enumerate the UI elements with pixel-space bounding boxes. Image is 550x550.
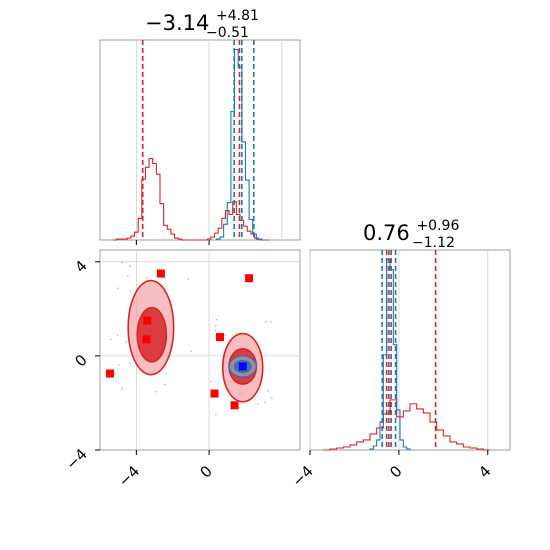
sample-dot: [271, 397, 273, 399]
x-tick-label: 0: [196, 462, 215, 481]
sample-dot: [110, 338, 112, 341]
sample-dot: [127, 275, 129, 277]
sample-dot: [121, 387, 124, 390]
red-marker: [216, 333, 224, 342]
x-tick-label: 4: [475, 462, 494, 481]
sample-dot: [125, 341, 127, 343]
histogram-step-series-1: [369, 258, 411, 450]
sample-dot: [116, 334, 119, 336]
sample-dot: [215, 413, 217, 416]
sample-dot: [224, 334, 227, 337]
y-tick-label: −4: [62, 445, 90, 473]
marginal-x2-title-upper: +0.96: [416, 218, 459, 234]
sample-dot: [117, 287, 119, 289]
marginal-x1-title-upper: +4.81: [216, 8, 259, 24]
marginal-x2-plot-area: [323, 250, 490, 451]
marginal-x1-title-value: −3.14: [145, 11, 209, 35]
sample-dot: [228, 339, 230, 341]
sample-dot: [163, 383, 166, 386]
marginal-x1-grid: [135, 40, 283, 240]
sample-dot: [214, 329, 217, 332]
sample-dot: [129, 265, 132, 268]
sample-dot: [121, 261, 123, 264]
y-tick-label: 0: [71, 351, 90, 370]
scatter-x1-x2-panel: [99, 249, 301, 451]
red-marker: [245, 274, 254, 283]
scatter-grid: [100, 250, 300, 450]
sample-dot: [238, 406, 241, 409]
marginal-x2-title-value: 0.76: [363, 221, 410, 245]
sample-dot: [267, 389, 269, 392]
x-tick-label: −4: [115, 462, 143, 490]
marginal-x2-frame: [309, 249, 511, 451]
x-tick-label: −4: [288, 462, 316, 490]
histogram-step-series-0: [112, 157, 270, 241]
scatter-plot-area: [106, 261, 273, 416]
sample-dot: [146, 276, 148, 279]
sample-dot: [215, 325, 217, 327]
histogram-step-series-1: [215, 48, 264, 241]
axis-ticks: −4 0 −4 0 4 −4 0 4: [62, 240, 495, 490]
red-marker: [142, 335, 151, 344]
x-tick-label: 0: [386, 462, 405, 481]
red-marker: [230, 401, 239, 410]
sample-dot: [270, 320, 272, 323]
blue-marker: [238, 362, 247, 371]
histogram-step-series-0: [323, 399, 490, 451]
sample-dot: [154, 390, 157, 393]
marginal-x1-title: −3.14 +4.81 −0.51: [145, 1, 266, 41]
sample-dot: [129, 290, 132, 293]
sample-dot: [210, 380, 212, 383]
sample-dot: [257, 402, 260, 405]
sample-dot: [129, 362, 131, 364]
red-marker: [156, 269, 165, 278]
red-marker: [106, 369, 114, 378]
marginal-x2-panel: [309, 249, 511, 451]
marginal-x2-grid: [309, 250, 489, 450]
sample-dot: [118, 364, 120, 366]
sample-dot: [187, 278, 190, 280]
red-marker: [143, 316, 152, 325]
marginal-x2-title-lower: −1.12: [412, 235, 455, 251]
sample-dot: [215, 318, 218, 321]
marginal-x2-title: 0.76 +0.96 −1.12: [363, 211, 466, 251]
sample-dot: [120, 389, 123, 391]
marginal-x1-title-lower: −0.51: [206, 25, 249, 41]
red-contour-inner: [136, 306, 168, 363]
scatter-frame: [99, 249, 301, 451]
marginal-x1-frame: [99, 39, 301, 241]
red-marker: [210, 389, 219, 398]
sample-dot: [190, 350, 192, 353]
sample-dot: [165, 372, 167, 375]
sample-dot: [263, 401, 266, 404]
marginal-x1-panel: [99, 39, 301, 241]
sample-dot: [264, 321, 267, 323]
marginal-x1-plot-area: [112, 40, 270, 241]
y-tick-label: 4: [71, 257, 90, 276]
